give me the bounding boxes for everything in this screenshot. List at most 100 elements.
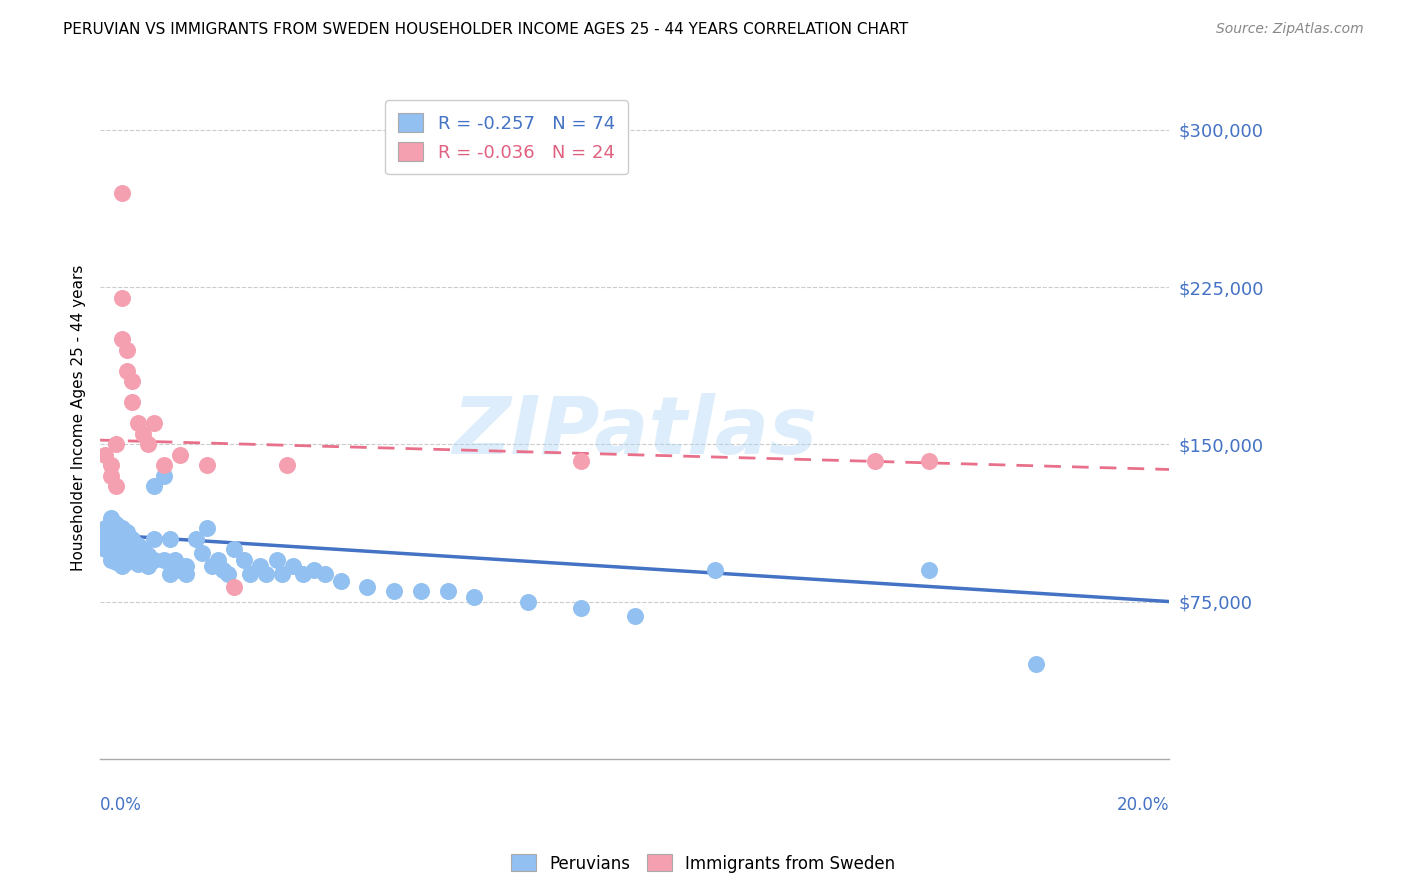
Point <box>110 552 132 566</box>
Point <box>127 538 149 552</box>
Point <box>195 458 218 473</box>
Point <box>190 546 212 560</box>
Text: 20.0%: 20.0% <box>1116 797 1170 814</box>
Point <box>110 532 132 546</box>
Text: ZIPatlas: ZIPatlas <box>453 392 817 471</box>
Point <box>105 479 128 493</box>
Point <box>302 563 325 577</box>
Point <box>100 525 122 540</box>
Text: PERUVIAN VS IMMIGRANTS FROM SWEDEN HOUSEHOLDER INCOME AGES 25 - 44 YEARS CORRELA: PERUVIAN VS IMMIGRANTS FROM SWEDEN HOUSE… <box>63 22 908 37</box>
Point <box>153 458 176 473</box>
Point <box>409 584 432 599</box>
Point <box>94 542 117 557</box>
Point <box>110 291 132 305</box>
Point <box>163 552 186 566</box>
Point <box>569 454 592 468</box>
Point <box>115 555 138 569</box>
Point <box>100 468 122 483</box>
Point <box>105 532 128 546</box>
Point <box>159 567 181 582</box>
Point <box>329 574 352 588</box>
Point <box>105 549 128 563</box>
Point <box>863 454 886 468</box>
Point <box>195 521 218 535</box>
Point <box>292 567 315 582</box>
Point <box>382 584 405 599</box>
Point <box>174 567 197 582</box>
Point <box>105 516 128 531</box>
Point <box>115 536 138 550</box>
Point <box>100 552 122 566</box>
Point <box>121 532 143 546</box>
Point <box>276 458 298 473</box>
Point <box>239 567 262 582</box>
Point <box>1025 657 1047 672</box>
Point <box>207 552 229 566</box>
Point <box>100 546 122 560</box>
Point <box>132 426 155 441</box>
Point <box>222 580 245 594</box>
Point <box>127 557 149 571</box>
Point <box>201 558 224 573</box>
Point <box>463 591 485 605</box>
Legend: R = -0.257   N = 74, R = -0.036   N = 24: R = -0.257 N = 74, R = -0.036 N = 24 <box>385 100 627 174</box>
Point <box>159 532 181 546</box>
Point <box>142 417 165 431</box>
Text: 0.0%: 0.0% <box>100 797 142 814</box>
Point <box>115 364 138 378</box>
Point <box>105 555 128 569</box>
Point <box>254 567 277 582</box>
Point <box>110 521 132 535</box>
Point <box>115 525 138 540</box>
Y-axis label: Householder Income Ages 25 - 44 years: Householder Income Ages 25 - 44 years <box>72 265 86 571</box>
Point <box>249 558 271 573</box>
Point <box>212 563 235 577</box>
Point <box>169 448 191 462</box>
Point <box>110 558 132 573</box>
Point <box>356 580 378 594</box>
Point <box>110 542 132 557</box>
Legend: Peruvians, Immigrants from Sweden: Peruvians, Immigrants from Sweden <box>505 847 901 880</box>
Point <box>266 552 288 566</box>
Point <box>115 546 138 560</box>
Point <box>142 552 165 566</box>
Point <box>136 549 159 563</box>
Point <box>132 552 155 566</box>
Point <box>569 600 592 615</box>
Point <box>270 567 292 582</box>
Point <box>281 558 304 573</box>
Point <box>217 567 239 582</box>
Point <box>94 448 117 462</box>
Point <box>918 563 941 577</box>
Point <box>121 395 143 409</box>
Point <box>136 558 159 573</box>
Point <box>703 563 725 577</box>
Point <box>127 417 149 431</box>
Point <box>105 437 128 451</box>
Point <box>142 532 165 546</box>
Point <box>222 542 245 557</box>
Point <box>153 468 176 483</box>
Point <box>127 546 149 560</box>
Point <box>105 542 128 557</box>
Point <box>623 609 645 624</box>
Point <box>132 542 155 557</box>
Point <box>121 542 143 557</box>
Point <box>233 552 256 566</box>
Point <box>169 563 191 577</box>
Point <box>100 538 122 552</box>
Point <box>121 552 143 566</box>
Point <box>153 552 176 566</box>
Point <box>174 558 197 573</box>
Point <box>186 532 208 546</box>
Point <box>115 343 138 357</box>
Point <box>121 375 143 389</box>
Point <box>94 532 117 546</box>
Point <box>100 510 122 524</box>
Point <box>918 454 941 468</box>
Point <box>100 458 122 473</box>
Point <box>110 186 132 200</box>
Point <box>142 479 165 493</box>
Point <box>516 594 538 608</box>
Point <box>136 437 159 451</box>
